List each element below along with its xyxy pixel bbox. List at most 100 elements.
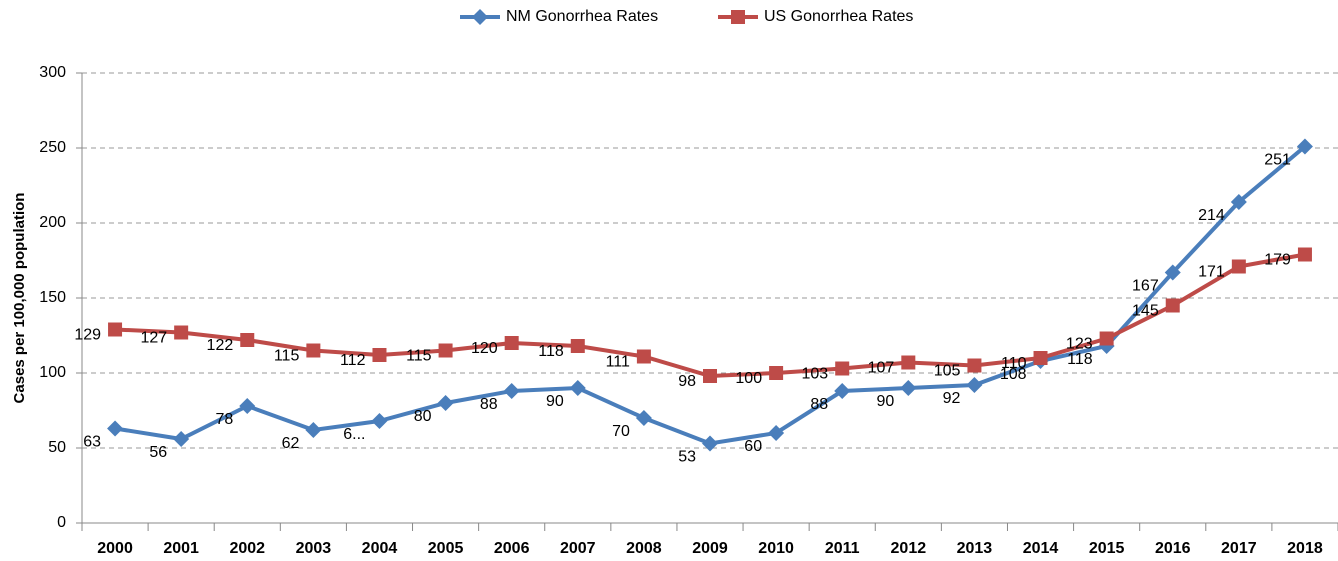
marker [1165, 298, 1180, 313]
marker [1033, 351, 1048, 365]
y-tick-label: 250 [39, 139, 66, 156]
x-tick-label: 2012 [891, 540, 927, 557]
marker [174, 325, 189, 340]
data-label: 122 [207, 337, 234, 354]
x-tick-label: 2016 [1155, 540, 1191, 557]
marker [1164, 264, 1181, 281]
data-label: 115 [274, 348, 300, 365]
marker [835, 361, 850, 376]
legend-label: NM Gonorrhea Rates [506, 8, 658, 25]
marker [472, 9, 488, 25]
data-label: 6... [343, 426, 365, 443]
x-tick-label: 2003 [296, 540, 332, 557]
marker [305, 422, 322, 438]
data-label: 100 [735, 370, 762, 387]
x-tick-label: 2018 [1287, 540, 1323, 557]
marker [372, 348, 387, 362]
marker [239, 398, 256, 414]
marker [900, 380, 917, 396]
x-tick-label: 2010 [758, 540, 794, 557]
x-tick-label: 2008 [626, 540, 662, 557]
x-tick-label: 2005 [428, 540, 464, 557]
marker [108, 322, 123, 337]
data-label: 53 [678, 449, 696, 466]
marker [107, 420, 124, 437]
data-label: 110 [1001, 355, 1027, 372]
marker [901, 355, 916, 370]
data-label: 127 [140, 330, 167, 347]
x-tick-label: 2013 [957, 540, 993, 557]
y-tick-label: 0 [57, 514, 66, 531]
data-label: 111 [606, 354, 630, 371]
data-label: 107 [868, 360, 895, 377]
marker [438, 343, 453, 358]
y-tick-label: 300 [39, 64, 66, 81]
data-label: 115 [406, 348, 432, 365]
y-tick-label: 150 [39, 289, 66, 306]
data-label: 145 [1132, 303, 1159, 320]
data-label: 90 [877, 393, 895, 410]
data-label: 92 [943, 390, 961, 407]
data-label: 167 [1132, 278, 1159, 295]
y-tick-label: 200 [39, 214, 66, 231]
data-label: 171 [1198, 264, 1225, 281]
y-tick-label: 100 [39, 364, 66, 381]
marker [768, 425, 785, 441]
marker [240, 333, 255, 347]
y-tick-label: 50 [48, 439, 66, 456]
x-tick-label: 2006 [494, 540, 530, 557]
marker [371, 413, 388, 429]
marker [1297, 247, 1312, 262]
marker [967, 358, 982, 373]
x-tick-label: 2004 [362, 540, 398, 557]
data-label: 118 [538, 343, 564, 360]
marker [636, 349, 651, 364]
data-label: 118 [1067, 351, 1093, 368]
series-line [114, 144, 1307, 446]
x-tick-label: 2009 [692, 540, 728, 557]
marker [769, 366, 784, 380]
data-label: 108 [1000, 366, 1027, 383]
data-label: 70 [612, 423, 630, 440]
marker [1230, 194, 1247, 210]
marker [1099, 331, 1114, 346]
marker [731, 10, 745, 24]
data-label: 98 [678, 373, 696, 390]
y-axis-title: Cases per 100,000 population [11, 193, 28, 404]
data-label: 88 [480, 396, 498, 413]
marker [503, 383, 520, 399]
legend-label: US Gonorrhea Rates [764, 8, 913, 25]
data-label: 105 [934, 363, 961, 380]
data-label: 129 [74, 327, 101, 344]
data-label: 62 [282, 435, 300, 452]
x-tick-label: 2000 [97, 540, 133, 557]
marker [966, 377, 983, 393]
data-label: 112 [340, 352, 366, 369]
x-tick-label: 2014 [1023, 540, 1059, 557]
data-label: 179 [1264, 252, 1291, 269]
x-tick-label: 2011 [825, 540, 860, 557]
marker [437, 395, 454, 411]
data-label: 78 [215, 411, 233, 428]
x-tick-label: 2017 [1221, 540, 1257, 557]
marker [569, 380, 586, 396]
marker [504, 336, 519, 350]
data-label: 251 [1264, 152, 1291, 169]
data-label: 103 [802, 366, 829, 383]
marker [306, 343, 321, 358]
marker [570, 339, 585, 353]
marker [173, 431, 190, 447]
data-label: 60 [744, 438, 762, 455]
data-label: 120 [471, 340, 498, 357]
marker [1231, 259, 1246, 274]
data-label: 214 [1198, 207, 1225, 224]
x-tick-label: 2002 [229, 540, 265, 557]
marker [1296, 138, 1313, 155]
data-label: 123 [1066, 336, 1093, 353]
x-tick-label: 2007 [560, 540, 596, 557]
x-tick-label: 2015 [1089, 540, 1125, 557]
data-label: 56 [149, 444, 167, 461]
marker [703, 369, 717, 383]
marker [702, 435, 718, 452]
